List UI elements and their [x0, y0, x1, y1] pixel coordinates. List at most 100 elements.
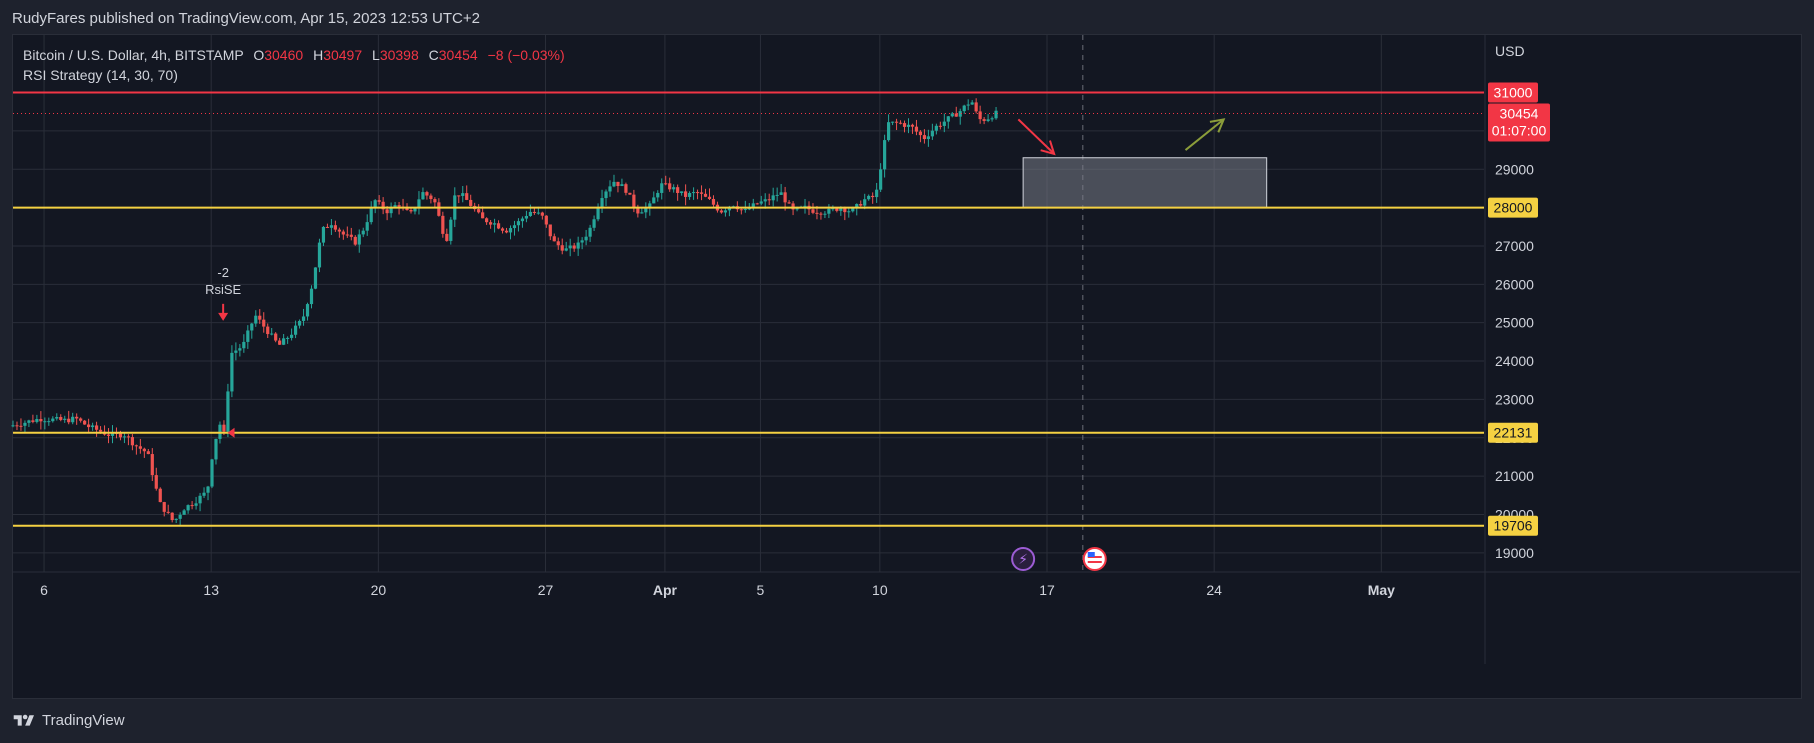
arrow-down-head: [1040, 140, 1056, 156]
candle-body: [110, 432, 115, 436]
candle-body: [747, 208, 751, 210]
candle-body: [55, 417, 59, 419]
candle-body: [309, 288, 314, 305]
candle-body: [142, 448, 146, 452]
candle-body: [871, 195, 875, 198]
candle-body: [536, 212, 540, 214]
price-tick-label: 21000: [1495, 468, 1534, 484]
open-value: 30460: [264, 47, 304, 63]
candle-body: [226, 391, 230, 432]
candle-body: [890, 121, 895, 123]
time-tick-label: May: [1368, 582, 1395, 598]
candle-body: [970, 102, 974, 105]
arrow-down-shaft: [1017, 118, 1055, 155]
candle-body: [743, 208, 747, 210]
candle-body: [703, 193, 708, 197]
candle-body: [496, 223, 501, 229]
level-price-label: 19706: [1494, 518, 1533, 534]
candle-body: [349, 234, 353, 237]
candle-body: [469, 199, 473, 206]
candle-body: [684, 191, 688, 197]
candle-body: [47, 421, 51, 423]
us-flag-icon: [1082, 547, 1107, 571]
candle-body: [699, 192, 704, 194]
level-price-label: 31000: [1494, 85, 1533, 101]
candle-body: [695, 192, 700, 194]
candle-body: [457, 195, 461, 197]
candle-body: [672, 187, 676, 190]
candle-body: [544, 215, 548, 225]
candle-body: [950, 113, 954, 117]
level-price-label: 22131: [1494, 425, 1533, 441]
candle-body: [851, 208, 855, 212]
candle-body: [158, 488, 162, 503]
candle-body: [508, 228, 513, 233]
candle-body: [130, 437, 134, 446]
candle-body: [329, 225, 333, 228]
time-tick-label: 6: [40, 582, 48, 598]
price-tick-label: 25000: [1495, 315, 1534, 331]
price-tick-label: 24000: [1495, 353, 1534, 369]
candle-body: [43, 421, 47, 423]
candle-body: [174, 518, 178, 521]
level-price-tag: [1488, 422, 1538, 443]
candle-body: [421, 192, 425, 200]
candle-body: [520, 218, 525, 222]
candle-body: [162, 502, 166, 512]
plot-background: [13, 35, 1484, 572]
candle-body: [982, 119, 986, 121]
level-price-label: 28000: [1494, 200, 1533, 216]
candle-body: [532, 211, 536, 213]
candle-body: [90, 425, 95, 428]
candle-body: [87, 424, 91, 428]
candle-body: [827, 208, 831, 214]
legend-row-ohlc: Bitcoin / U.S. Dollar, 4h, BITSTAMP O304…: [23, 45, 565, 65]
candle-body: [182, 510, 186, 515]
candle-body: [779, 192, 783, 195]
candle-body: [612, 181, 616, 187]
candle-body: [429, 195, 433, 200]
candle-body: [230, 352, 234, 392]
candle-body: [214, 438, 218, 460]
candle-body: [783, 192, 787, 203]
candle-body: [771, 195, 775, 201]
candle-body: [624, 184, 628, 193]
candle-body: [687, 193, 692, 197]
candle-body: [441, 215, 445, 234]
publish-info: RudyFares published on TradingView.com, …: [12, 10, 480, 27]
candle-body: [564, 248, 568, 251]
candle-body: [552, 236, 556, 242]
candle-body: [206, 486, 210, 493]
candle-body: [644, 208, 648, 213]
candle-body: [568, 245, 572, 249]
candle-body: [791, 203, 795, 210]
countdown-label: 01:07:00: [1492, 122, 1547, 138]
candle-body: [910, 124, 915, 127]
candle-body: [886, 122, 891, 141]
candle-body: [660, 183, 664, 193]
candle-body: [859, 204, 863, 206]
candle-body: [759, 201, 763, 204]
candle-body: [867, 195, 871, 200]
candle-body: [652, 197, 656, 204]
candle-body: [246, 330, 250, 342]
candle-body: [596, 207, 600, 220]
candle-body: [313, 267, 318, 289]
candle-body: [417, 199, 421, 208]
indicator-label[interactable]: RSI Strategy (14, 30, 70): [23, 67, 178, 83]
candle-body: [262, 319, 266, 327]
candle-body: [369, 207, 373, 223]
candle-body: [325, 226, 330, 228]
candle-body: [819, 213, 823, 215]
open-label: O: [253, 47, 265, 63]
candle-body: [831, 208, 835, 210]
candle-body: [767, 199, 771, 201]
candle-body: [381, 201, 385, 210]
candle-body: [803, 205, 807, 207]
candle-body: [930, 130, 934, 137]
candle-body: [250, 323, 254, 331]
candle-body: [787, 202, 791, 204]
time-tick-label: 17: [1039, 582, 1055, 598]
candle-body: [580, 240, 584, 243]
